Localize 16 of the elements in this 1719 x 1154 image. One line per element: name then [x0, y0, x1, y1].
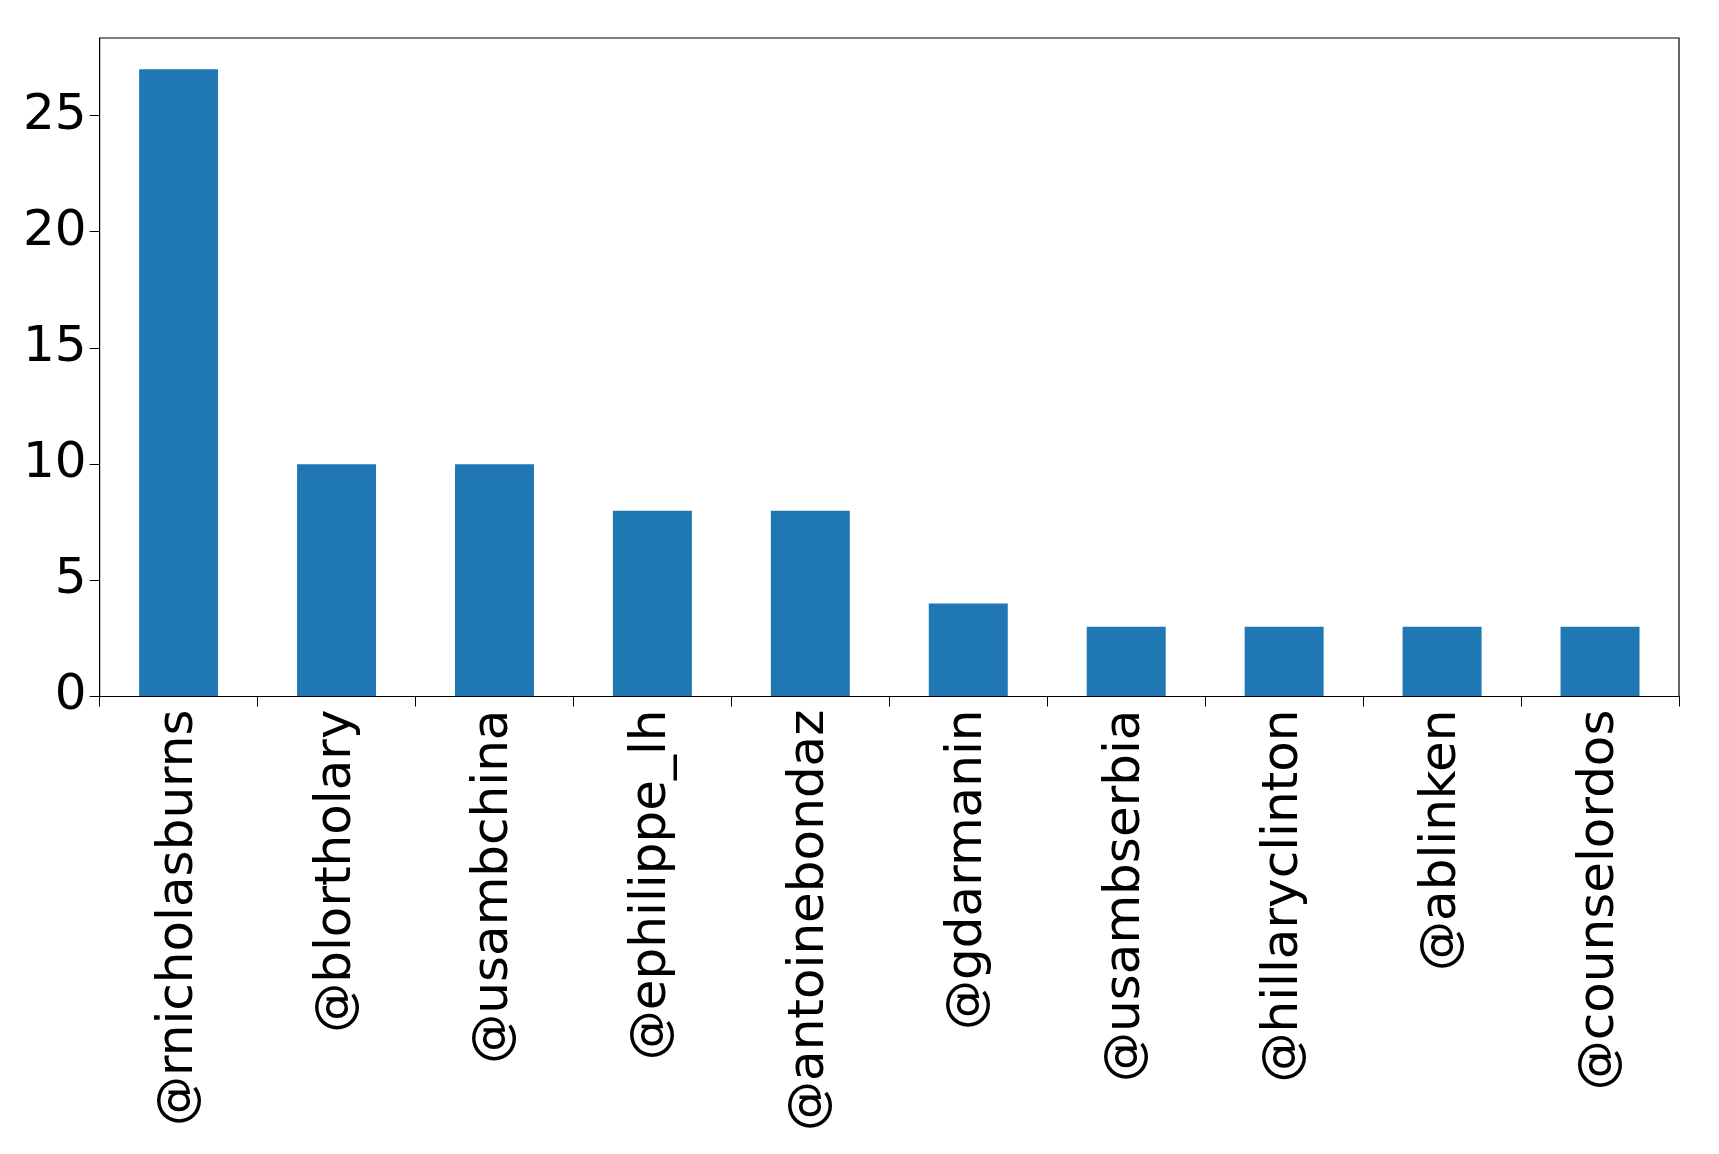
y-tick-label: 20: [23, 198, 87, 257]
y-tick-label: 5: [54, 547, 87, 606]
x-tick-label: @ablinken: [1409, 709, 1468, 971]
y-tick-label: 25: [23, 82, 87, 141]
y-tick-label: 0: [54, 663, 87, 722]
x-tick-label: @usambserbia: [1093, 709, 1152, 1082]
x-tick-label: @blortholary: [303, 709, 362, 1033]
x-tick-label: @ephilippe_lh: [619, 709, 678, 1061]
x-tick-label: @usambchina: [461, 709, 520, 1064]
y-tick-label: 15: [23, 315, 87, 374]
x-tick-label: @antoinebondaz: [777, 709, 836, 1132]
x-tick-label: @counselordos: [1567, 709, 1626, 1091]
x-tick-label: @hillaryclinton: [1251, 709, 1310, 1083]
x-tick-label: @rnicholasburns: [145, 709, 204, 1126]
y-tick-label: 10: [23, 431, 87, 490]
x-tick-label: @gdarmanin: [935, 709, 994, 1030]
